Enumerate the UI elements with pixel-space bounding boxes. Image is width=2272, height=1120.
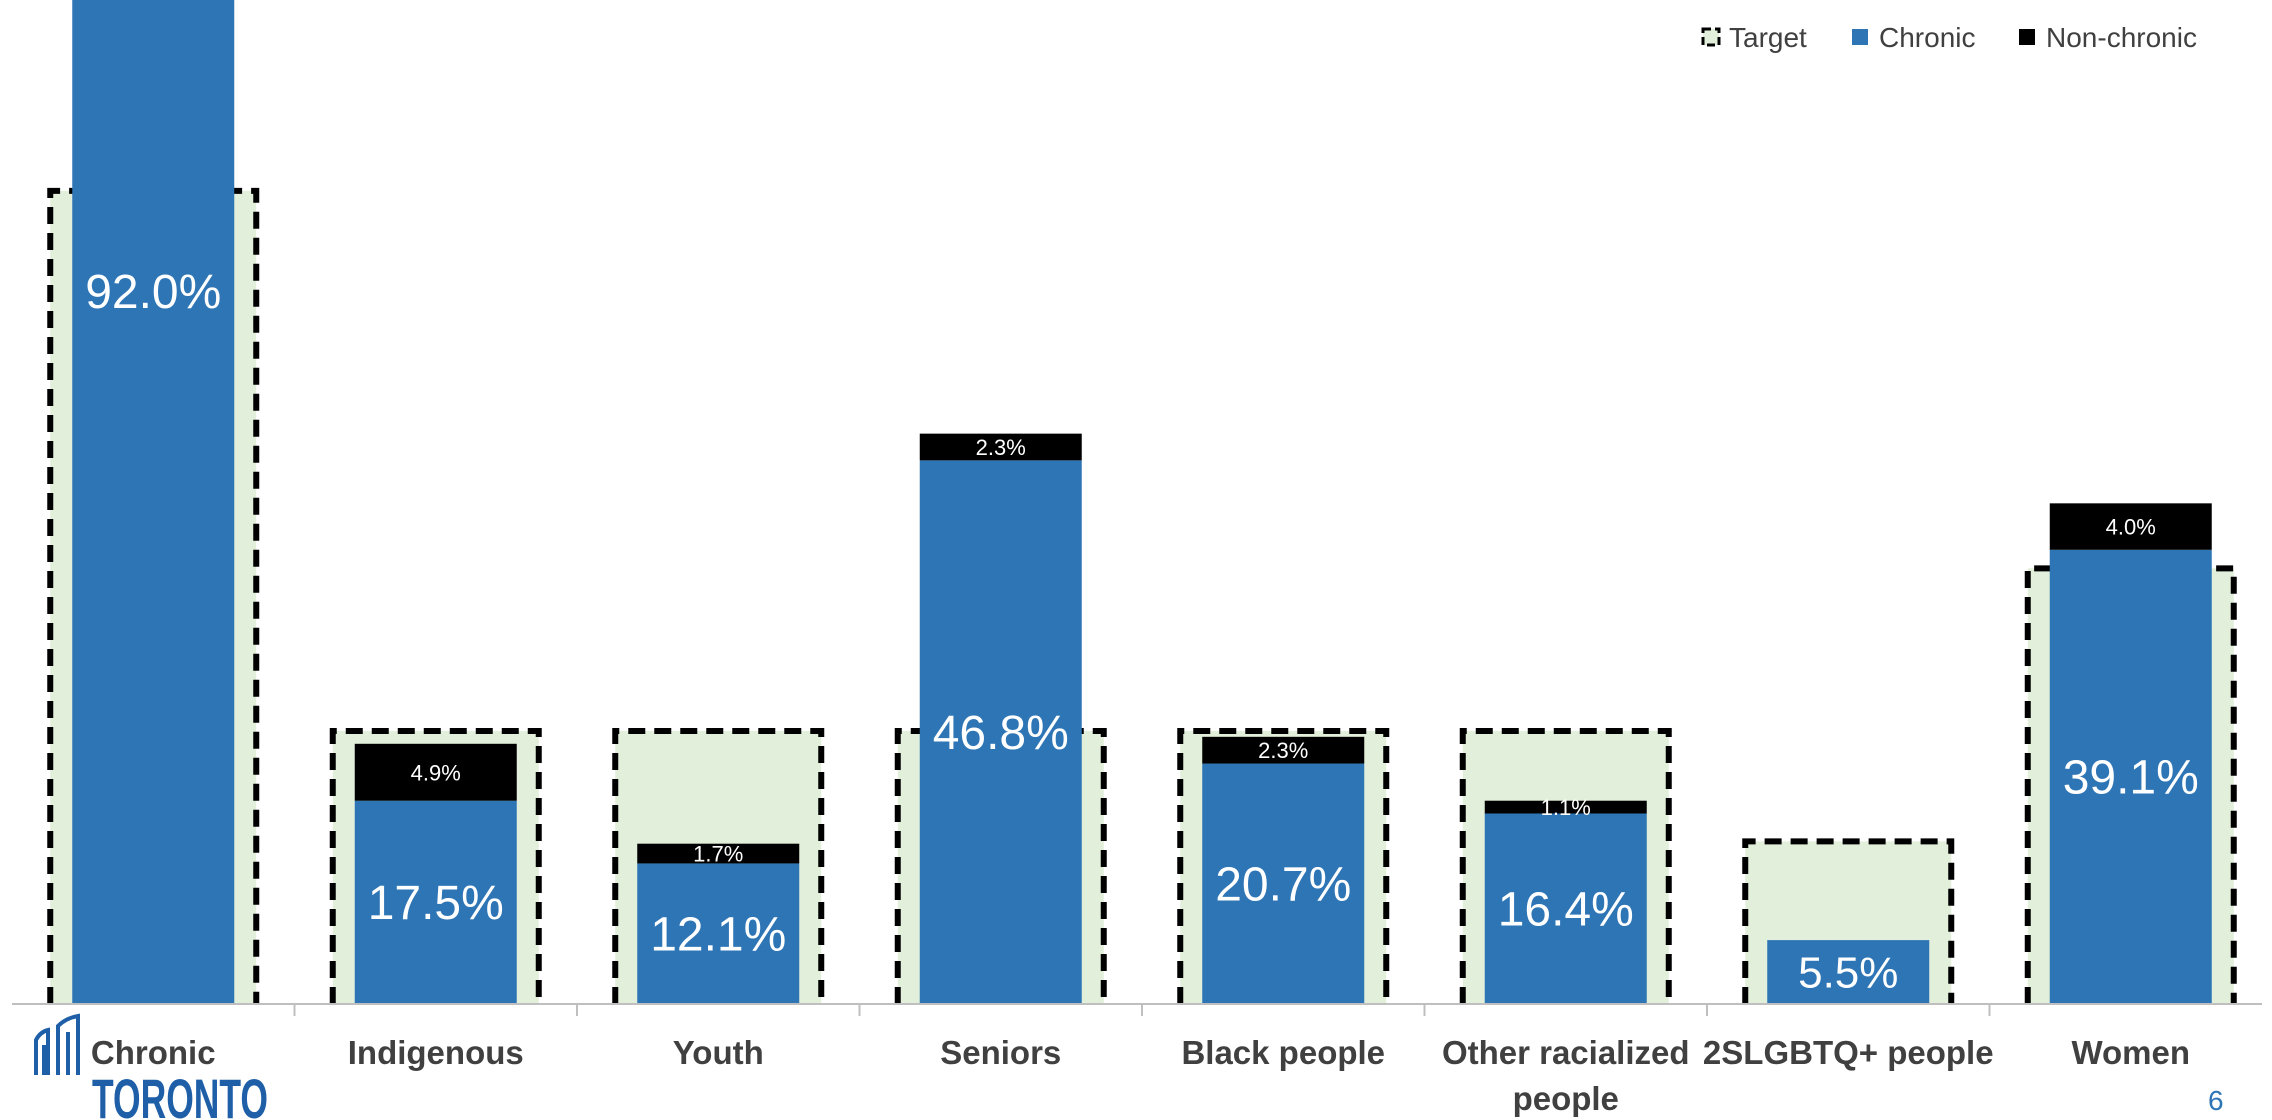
bar-non-chronic-indigenous [354,743,517,801]
bars [72,0,2212,1004]
category-labels: Chronic Indigenous Youth Seniors Black peopl… [91,1034,2190,1117]
label-non-chronic-other-racialized-people: 1.1% [1541,795,1591,820]
category-label-black-people: Black people [1181,1034,1385,1071]
bar-chronic-black-people [1202,763,1365,1004]
label-chronic-black-people: 20.7% [1215,859,1351,912]
label-chronic-chronic: 92.0% [85,266,221,319]
category-label-seniors: Seniors [940,1034,1061,1071]
legend: Target Chronic Non-chronic [1701,22,2197,53]
toronto-logo: TORONTO [34,1013,268,1120]
x-axis-ticks [293,1004,1991,1016]
bar-non-chronic-other-racialized-people [1484,800,1647,814]
label-chronic-other-racialized-people: 16.4% [1498,884,1634,937]
target-border-indigenous [329,728,542,1004]
legend-label-non-chronic: Non-chronic [2046,22,2197,53]
category-label-women: Women [2071,1034,2190,1071]
bar-chronic-women [2049,549,2212,1004]
target-border-youth [612,728,825,1004]
label-non-chronic-black-people: 2.3% [1258,738,1308,763]
legend-swatch-target [1701,27,1721,47]
bar-chronic-youth [637,863,800,1004]
legend-entry-chronic: Chronic [1852,22,1975,53]
label-non-chronic-women: 4.0% [2106,515,2156,540]
bar-non-chronic-black-people [1202,736,1365,764]
target-border-2slgbtq-people [1742,838,1955,1004]
bar-chronic-indigenous [354,800,517,1004]
label-chronic-women: 39.1% [2063,752,2199,805]
legend-swatch-non-chronic [2019,29,2035,45]
legend-label-target: Target [1729,22,1807,53]
label-non-chronic-youth: 1.7% [693,842,743,867]
data-labels: 92.0% 4.9% 17.5% 1.7% 12.1% 2.3% 46.8% 2.3% 20.7… [85,266,2199,997]
bar-non-chronic-seniors [919,433,1082,461]
legend-entry-non-chronic: Non-chronic [2019,22,2197,53]
target-border-black-people [1177,728,1390,1004]
category-label-chronic: Chronic [91,1034,216,1071]
legend-swatch-chronic [1852,29,1868,45]
category-label-other-racialized-people: Other racialized people [1442,1034,1690,1117]
bar-chronic-2slgbtq-people [1767,940,1930,1004]
category-label-youth: Youth [673,1034,764,1071]
label-non-chronic-seniors: 2.3% [976,435,1026,460]
category-label-indigenous: Indigenous [348,1034,524,1071]
bar-non-chronic-women [2049,503,2212,550]
target-border-women [2024,565,2237,1004]
label-chronic-2slgbtq-people: 5.5% [1798,948,1898,997]
label-non-chronic-indigenous: 4.9% [411,760,461,785]
bar-chronic-seniors [919,460,1082,1004]
legend-label-chronic: Chronic [1879,22,1975,53]
bar-chronic-chronic [72,0,235,1004]
legend-entry-target: Target [1701,22,1807,53]
page-number: 6 [2208,1085,2224,1116]
bar-non-chronic-youth [637,843,800,864]
label-chronic-indigenous: 17.5% [368,877,504,930]
city-hall-icon [34,1013,80,1075]
label-chronic-seniors: 46.8% [933,707,1069,760]
bar-chronic-other-racialized-people [1484,813,1647,1004]
target-border-other-racialized-people [1459,728,1672,1004]
category-label-2slgbtq-people: 2SLGBTQ+ people [1703,1034,1994,1071]
logo-text: TORONTO [92,1067,268,1120]
label-chronic-youth: 12.1% [650,909,786,962]
